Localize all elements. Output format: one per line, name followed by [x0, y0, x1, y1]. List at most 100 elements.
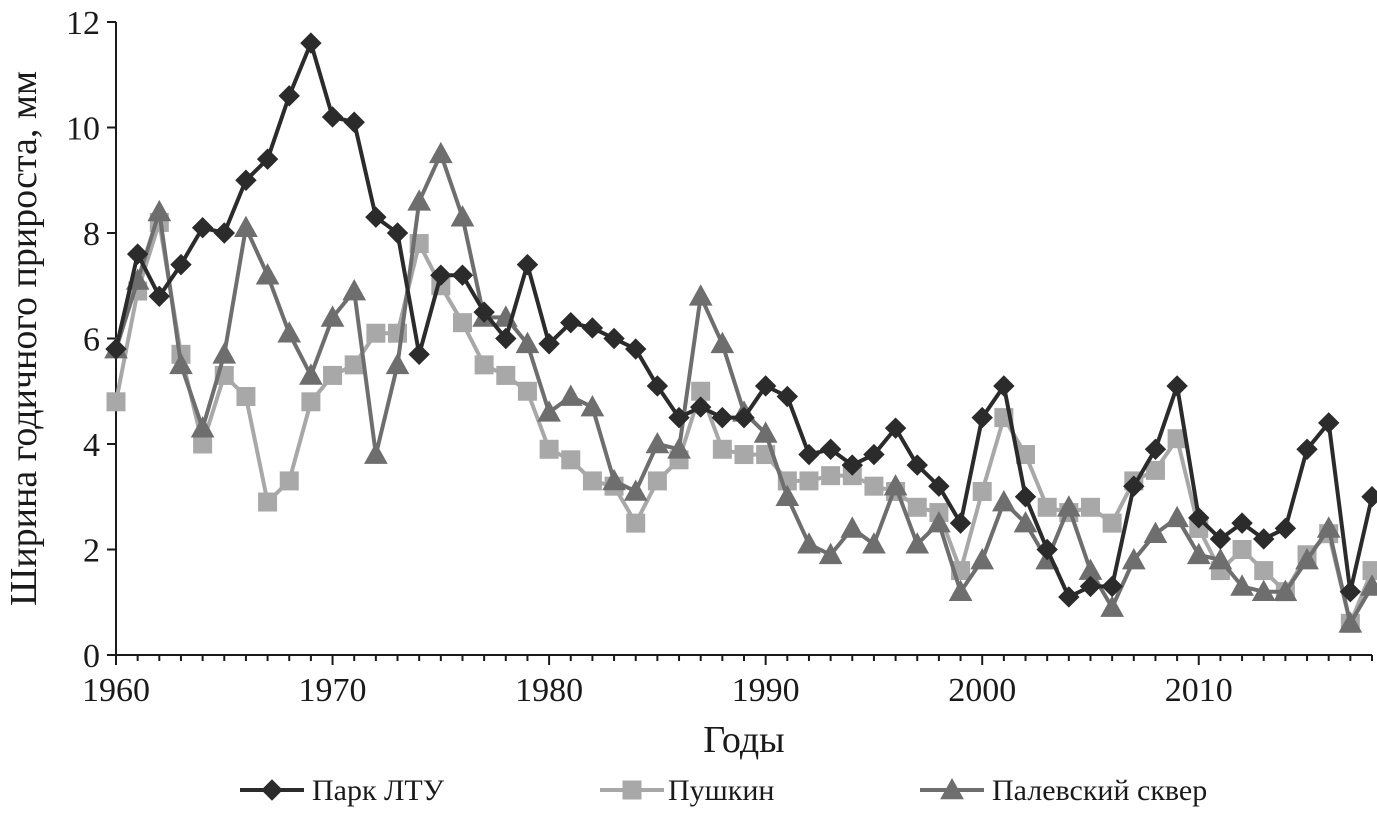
data-point-square: [496, 365, 516, 385]
legend: Парк ЛТУ Пушкин Палевский сквер: [240, 774, 1207, 807]
data-point-diamond: [191, 217, 214, 239]
data-point-triangle: [428, 141, 453, 164]
data-point-diamond: [105, 338, 127, 360]
data-point-square: [864, 476, 884, 496]
x-tick-label: 1970: [299, 672, 367, 709]
data-point-triangle: [1360, 574, 1377, 596]
legend-item-diamond: Парк ЛТУ: [240, 774, 445, 807]
x-axis-title: Годы: [703, 719, 784, 761]
data-point-triangle: [320, 305, 345, 327]
data-point-diamond: [625, 338, 647, 360]
data-point-triangle: [970, 548, 995, 570]
axes: 0 2 4 6 8 10 12 1960 1970 1980 1990 2000 2010: [66, 5, 1373, 709]
data-point-square: [821, 466, 841, 486]
data-point-square: [972, 481, 992, 501]
data-point-triangle: [840, 516, 865, 538]
data-point-diamond: [668, 406, 690, 429]
x-tick-label: 1990: [732, 672, 800, 709]
data-point-triangle: [1013, 511, 1038, 533]
data-point-diamond: [884, 417, 907, 439]
data-point-triangle: [948, 579, 973, 601]
data-point-triangle: [710, 331, 735, 354]
data-point-triangle: [342, 278, 367, 301]
data-point-diamond: [906, 454, 928, 476]
legend-marker-triangle: [940, 777, 964, 800]
legend-label: Палевский сквер: [992, 774, 1207, 807]
data-point-square: [344, 355, 364, 375]
data-point-triangle: [212, 342, 237, 364]
data-point-triangle: [602, 468, 626, 491]
y-axis-title: Ширина годичного прироста, мм: [3, 71, 45, 606]
data-point-triangle: [883, 474, 908, 496]
data-point-triangle: [234, 215, 258, 238]
x-tick-label: 1960: [82, 672, 150, 709]
data-point-triangle: [277, 321, 302, 343]
data-point-triangle: [1251, 579, 1276, 601]
data-point-triangle: [450, 205, 475, 227]
legend-marker-square: [622, 780, 642, 800]
data-point-diamond: [949, 512, 972, 534]
data-point-diamond: [993, 375, 1015, 397]
data-point-triangle: [1273, 579, 1298, 601]
data-point-square: [1102, 513, 1122, 533]
data-point-triangle: [580, 395, 605, 417]
data-point-square: [582, 471, 602, 491]
x-tick-label: 2010: [1165, 672, 1233, 709]
data-point-diamond: [819, 438, 842, 460]
data-point-diamond: [1036, 538, 1058, 561]
data-point-diamond: [754, 375, 777, 397]
data-point-triangle: [905, 532, 930, 554]
data-point-square: [1254, 561, 1274, 581]
data-point-diamond: [300, 32, 322, 54]
data-point-square: [193, 434, 213, 454]
series-diamond: [105, 32, 1377, 608]
data-point-triangle: [299, 363, 323, 385]
data-point-triangle: [1121, 548, 1146, 570]
data-point-diamond: [148, 285, 171, 308]
data-point-square: [236, 387, 256, 407]
data-point-square: [539, 439, 559, 459]
data-point-diamond: [1209, 528, 1232, 550]
data-point-square: [452, 313, 472, 333]
series-layer: [104, 32, 1377, 633]
data-point-square: [907, 497, 927, 517]
data-point-diamond: [1166, 375, 1188, 397]
data-point-square: [1145, 460, 1165, 480]
data-point-diamond: [776, 385, 799, 408]
data-point-triangle: [775, 484, 800, 507]
y-tick-label: 6: [83, 322, 100, 359]
data-point-triangle: [1316, 516, 1341, 538]
data-point-square: [517, 381, 537, 401]
data-point-diamond: [516, 253, 539, 276]
data-point-square: [712, 439, 732, 459]
data-point-triangle: [992, 489, 1016, 512]
data-point-square: [1362, 561, 1377, 581]
data-point-triangle: [1295, 548, 1319, 570]
data-point-diamond: [1101, 575, 1123, 598]
data-point-triangle: [537, 400, 561, 422]
data-point-diamond: [863, 443, 885, 466]
data-point-diamond: [1144, 438, 1167, 460]
data-point-diamond: [711, 406, 734, 429]
data-point-triangle: [255, 263, 280, 285]
data-point-triangle: [147, 199, 172, 222]
data-point-triangle: [688, 284, 713, 306]
data-point-square: [1080, 497, 1100, 517]
y-tick-label: 8: [83, 216, 100, 253]
data-point-triangle: [385, 352, 410, 375]
data-point-square: [647, 471, 667, 491]
data-point-triangle: [1056, 495, 1081, 517]
data-point-triangle: [1100, 595, 1124, 617]
data-point-diamond: [798, 443, 820, 466]
data-point-diamond: [430, 264, 452, 286]
legend-label: Пушкин: [668, 774, 774, 807]
data-point-diamond: [1317, 412, 1340, 434]
data-point-square: [626, 513, 646, 533]
y-tick-label: 10: [66, 111, 100, 148]
data-point-diamond: [560, 311, 582, 334]
data-point-triangle: [818, 542, 843, 565]
data-point-triangle: [645, 431, 670, 454]
x-tick-label: 1980: [515, 672, 583, 709]
data-point-triangle: [927, 511, 951, 533]
data-point-diamond: [321, 106, 344, 128]
